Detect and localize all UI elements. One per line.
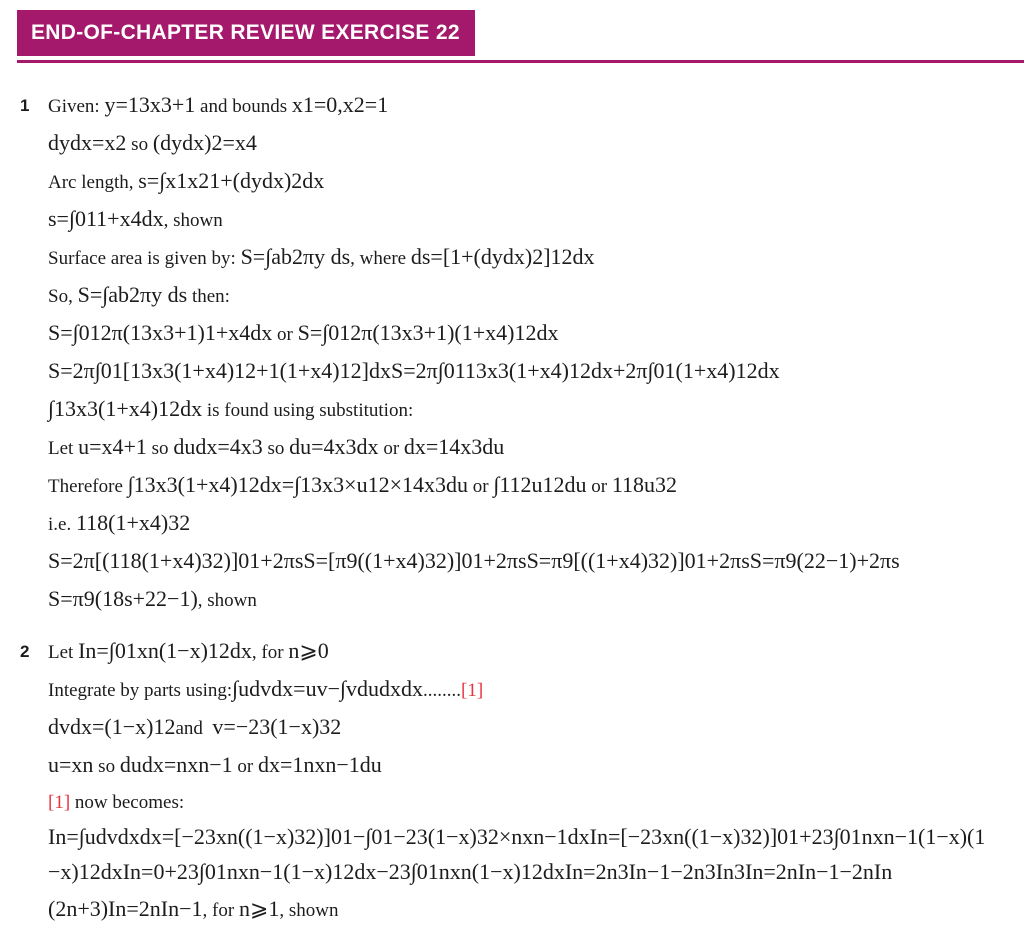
math-segment: dudx=nxn−1 (119, 752, 233, 777)
section-banner: END-OF-CHAPTER REVIEW EXERCISE 22 (17, 10, 475, 56)
problem-lines: Given: y=13x3+1 and bounds x1=0,x2=1 dydx… (48, 87, 1024, 619)
math-segment: S=2π∫01[13x3(1+x4)12+1(1+x4)12]dxS=2π∫01… (48, 358, 780, 383)
math-segment: ∫13x3(1+x4)12dx (48, 396, 203, 421)
problem-number: 2 (20, 642, 30, 661)
text-segment: , for (251, 642, 289, 663)
text-segment: , shown (279, 900, 339, 921)
text-segment: , shown (197, 590, 257, 611)
content-line: [1] now becomes: (48, 785, 1016, 821)
content-line: Surface area is given by: S=∫ab2πy ds, w… (48, 239, 1016, 277)
math-segment: v=−23(1−x)32 (212, 714, 342, 739)
content-line: S=2π[(118(1+x4)32)]01+2πsS=[π9((1+x4)32)… (48, 543, 1016, 581)
text-segment: Let (48, 438, 79, 459)
math-segment: 118u32 (611, 472, 678, 497)
content-line: s=∫011+x4dx, shown (48, 201, 1016, 239)
text-segment: Surface area is given by: (48, 248, 241, 269)
header-rule (17, 60, 1024, 63)
page-title: END-OF-CHAPTER REVIEW EXERCISE 22 (31, 21, 460, 44)
red-ref-segment: [1] (461, 680, 484, 701)
text-segment: Let (48, 642, 79, 663)
math-segment: S=∫012π(13x3+1)1+x4dx (48, 320, 273, 345)
math-segment: ∫13x3(1+x4)12dx=∫13x3×u12×14x3du (127, 472, 468, 497)
text-segment: ........ (423, 680, 462, 701)
text-segment: so (126, 134, 153, 155)
text-segment: and bounds (195, 96, 292, 117)
content-line: dvdx=(1−x)12and v=−23(1−x)32 (48, 709, 1016, 747)
text-segment: Given: (48, 96, 105, 117)
math-segment: (2n+3)In=2nIn−1 (48, 896, 203, 921)
content-line: Let In=∫01xn(1−x)12dx, for n⩾0 (48, 633, 1016, 671)
content-line: Therefore ∫13x3(1+x4)12dx=∫13x3×u12×14x3… (48, 467, 1016, 505)
content-line: ∫13x3(1+x4)12dx is found using substitut… (48, 391, 1016, 429)
content-line: Given: y=13x3+1 and bounds x1=0,x2=1 (48, 87, 1016, 125)
math-segment: S=2π[(118(1+x4)32)]01+2πsS=[π9((1+x4)32)… (48, 548, 900, 573)
text-segment: and (175, 718, 213, 739)
math-segment: du=4x3dx (289, 434, 379, 459)
math-segment: S=∫ab2πy ds (77, 282, 188, 307)
document-page: END-OF-CHAPTER REVIEW EXERCISE 22 1 Given… (17, 0, 1024, 921)
text-segment: or (467, 476, 494, 497)
content-line: S=∫012π(13x3+1)1+x4dx or S=∫012π(13x3+1)… (48, 315, 1016, 353)
math-segment: ds=[1+(dydx)2]12dx (410, 244, 595, 269)
text-segment: now becomes: (70, 792, 185, 813)
math-segment: 118(1+x4)32 (75, 510, 191, 535)
math-segment: dydx=x2 (48, 130, 127, 155)
math-segment: x1=0,x2=1 (291, 92, 389, 117)
math-segment: In=∫udvdxdx=[−23xn((1−x)32)]01−∫01−23(1−… (48, 824, 986, 884)
text-segment: , for (202, 900, 239, 921)
header: END-OF-CHAPTER REVIEW EXERCISE 22 (17, 0, 1024, 56)
text-segment: so (93, 756, 120, 777)
math-segment: n⩾1 (238, 896, 280, 921)
problem-number: 1 (20, 96, 30, 115)
math-segment: ∫112u12du (493, 472, 587, 497)
content-line: S=π9(18s+22−1), shown (48, 581, 1016, 619)
text-segment: or (272, 324, 298, 345)
text-segment: i.e. (48, 514, 76, 535)
text-segment: or (586, 476, 612, 497)
math-segment: dx=1nxn−1du (257, 752, 382, 777)
text-segment: Arc length, (48, 172, 139, 193)
red-ref-segment: [1] (48, 792, 71, 813)
text-segment: So, (48, 286, 78, 307)
content-line: Integrate by parts using:∫udvdx=uv−∫vdud… (48, 671, 1016, 709)
text-segment: Integrate by parts using: (48, 680, 233, 701)
math-segment: s=∫011+x4dx (48, 206, 164, 231)
math-segment: S=π9(18s+22−1) (48, 586, 198, 611)
math-segment: u=x4+1 (78, 434, 147, 459)
problem-lines: Let In=∫01xn(1−x)12dx, for n⩾0 Integrate … (48, 633, 1024, 929)
math-segment: dvdx=(1−x)12 (48, 714, 176, 739)
content-line: Arc length, s=∫x1x21+(dydx)2dx (48, 163, 1016, 201)
content-line: i.e. 118(1+x4)32 (48, 505, 1016, 543)
problem: 2 Let In=∫01xn(1−x)12dx, for n⩾0 Integrate… (0, 633, 1024, 929)
text-segment: or (232, 756, 258, 777)
content-line: S=2π∫01[13x3(1+x4)12+1(1+x4)12]dxS=2π∫01… (48, 353, 1016, 391)
math-segment: In=∫01xn(1−x)12dx (78, 638, 252, 663)
content-line: u=xn so dudx=nxn−1 or dx=1nxn−1du (48, 747, 1016, 785)
text-segment: , where (350, 248, 411, 269)
content-line: In=∫udvdxdx=[−23xn((1−x)32)]01−∫01−23(1−… (48, 821, 1016, 891)
text-segment: is found using substitution: (202, 400, 414, 421)
math-segment: S=∫012π(13x3+1)(1+x4)12dx (297, 320, 559, 345)
math-segment: u=xn (48, 752, 94, 777)
text-segment: Therefore (48, 476, 128, 497)
content-line: So, S=∫ab2πy ds then: (48, 277, 1016, 315)
math-segment: dudx=4x3 (173, 434, 263, 459)
problem: 1 Given: y=13x3+1 and bounds x1=0,x2=1 dyd… (0, 87, 1024, 619)
math-segment: ∫udvdx=uv−∫vdudxdx (232, 676, 424, 701)
content-line: Let u=x4+1 so dudx=4x3 so du=4x3dx or dx… (48, 429, 1016, 467)
math-segment: s=∫x1x21+(dydx)2dx (138, 168, 325, 193)
text-segment: or (378, 438, 404, 459)
math-segment: dx=14x3du (403, 434, 505, 459)
text-segment: so (146, 438, 174, 459)
math-segment: (dydx)2=x4 (152, 130, 257, 155)
math-segment: n⩾0 (288, 638, 329, 663)
text-segment: then: (187, 286, 230, 307)
text-segment: so (262, 438, 290, 459)
text-segment: , shown (163, 210, 223, 231)
math-segment: S=∫ab2πy ds (240, 244, 351, 269)
math-segment: y=13x3+1 (104, 92, 196, 117)
problems-list: 1 Given: y=13x3+1 and bounds x1=0,x2=1 dyd… (0, 87, 1024, 929)
content-line: (2n+3)In=2nIn−1, for n⩾1, shown (48, 891, 1016, 929)
content-line: dydx=x2 so (dydx)2=x4 (48, 125, 1016, 163)
